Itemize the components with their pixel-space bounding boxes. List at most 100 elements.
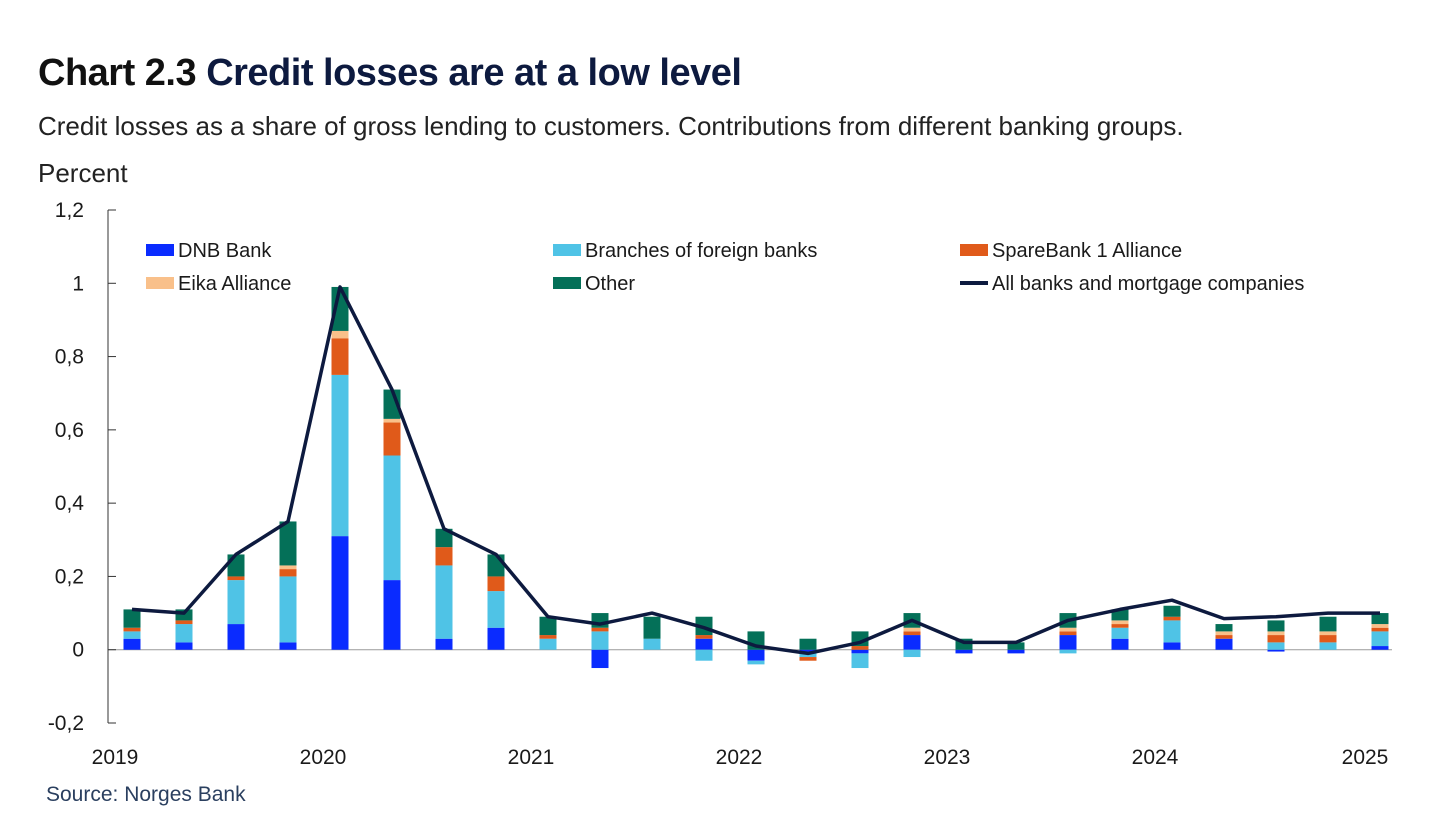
bar-eika-2020-q1: [331, 330, 349, 339]
bar-sparebank-2024-q4: [1319, 635, 1337, 643]
bar-other-2020-q3: [435, 528, 453, 548]
total-line-group: [131, 285, 1380, 656]
bar-dnb-2019-q3: [227, 624, 245, 650]
x-tick-label: 2022: [716, 746, 763, 769]
bar-other-2024-q2: [1215, 624, 1233, 632]
bar-sparebank-2019-q2: [175, 620, 193, 625]
bar-other-2019-q2: [175, 609, 193, 621]
legend-label-dnb: DNB Bank: [178, 240, 272, 262]
bar-eika-2024-q4: [1319, 631, 1337, 636]
bar-foreign-2020-q3: [435, 565, 453, 639]
bar-dnb-2022-q4: [903, 635, 921, 650]
bar-dnb-2023-q2: [1007, 649, 1025, 654]
y-tick-label: 1: [72, 272, 84, 295]
bar-dnb-2022-q1: [747, 649, 765, 661]
bar-sparebank-2020-q1: [331, 338, 349, 375]
bar-sparebank-2021-q4: [695, 635, 713, 639]
bar-dnb-2025-q1: [1371, 646, 1389, 650]
bar-eika-2023-q4: [1111, 620, 1129, 625]
bar-sparebank-2024-q3: [1267, 635, 1285, 643]
y-tick-label: -0,2: [48, 712, 84, 735]
bar-dnb-2021-q4: [695, 638, 713, 650]
bar-foreign-2022-q1: [747, 660, 765, 665]
bar-other-2019-q3: [227, 554, 245, 577]
bar-eika-2019-q4: [279, 565, 297, 570]
bar-sparebank-2020-q4: [487, 576, 505, 592]
bar-sparebank-2024-q2: [1215, 635, 1233, 639]
bar-eika-2024-q2: [1215, 631, 1233, 636]
chart-source: Source: Norges Bank: [46, 783, 246, 806]
bar-other-2021-q1: [539, 616, 557, 636]
bar-other-2024-q3: [1267, 620, 1285, 632]
bar-dnb-2020-q2: [383, 580, 401, 650]
bar-sparebank-2025-q1: [1371, 627, 1389, 632]
bar-dnb-2023-q4: [1111, 638, 1129, 650]
y-tick-label: 0,8: [55, 346, 84, 369]
bar-dnb-2023-q1: [955, 649, 973, 654]
legend-label-total: All banks and mortgage companies: [992, 273, 1304, 295]
bar-other-2019-q4: [279, 521, 297, 566]
bar-sparebank-2020-q3: [435, 547, 453, 566]
chart-title-text: Credit losses are at a low level: [206, 52, 742, 94]
x-tick-label: 2021: [508, 746, 555, 769]
chart-number: Chart 2.3: [38, 52, 197, 94]
bar-sparebank-2019-q1: [123, 627, 141, 632]
legend-swatch-dnb: [146, 244, 174, 256]
bar-eika-2025-q1: [1371, 624, 1389, 628]
bar-dnb-2024-q1: [1163, 642, 1181, 650]
bar-foreign-2024-q4: [1319, 642, 1337, 650]
bar-other-2024-q1: [1163, 605, 1181, 617]
y-tick-label: 1,2: [55, 199, 84, 222]
bar-eika-2023-q3: [1059, 627, 1077, 632]
bar-foreign-2019-q1: [123, 631, 141, 639]
bar-foreign-2021-q2: [591, 631, 609, 650]
bar-sparebank-2022-q4: [903, 631, 921, 636]
y-tick-label: 0,2: [55, 565, 84, 588]
legend-swatch-other: [553, 277, 581, 289]
bar-foreign-2020-q1: [331, 374, 349, 537]
bar-sparebank-2019-q4: [279, 569, 297, 577]
legend: DNB Bank Branches of foreign banks SpareBa…: [146, 240, 1304, 295]
legend-label-eika: Eika Alliance: [178, 273, 291, 295]
bar-other-2023-q1: [955, 638, 973, 650]
y-tick-label: 0,4: [55, 492, 85, 515]
bar-foreign-2021-q3: [643, 638, 661, 650]
bar-eika-2022-q4: [903, 627, 921, 632]
bar-other-2019-q1: [123, 609, 141, 628]
bar-dnb-2019-q2: [175, 642, 193, 650]
bar-foreign-2022-q4: [903, 649, 921, 658]
bar-foreign-2022-q2: [799, 653, 817, 658]
bar-foreign-2020-q4: [487, 591, 505, 628]
x-tick-label: 2024: [1132, 746, 1179, 769]
x-tick-label: 2019: [92, 746, 139, 769]
x-tick-label: 2023: [924, 746, 971, 769]
y-tick-label: 0,6: [55, 419, 84, 442]
x-tick-label: 2025: [1342, 746, 1389, 769]
bar-other-2020-q4: [487, 554, 505, 577]
legend-label-sparebank: SpareBank 1 Alliance: [992, 240, 1182, 262]
bar-dnb-2024-q3: [1267, 649, 1285, 652]
bar-foreign-2023-q4: [1111, 627, 1129, 639]
bar-foreign-2019-q4: [279, 576, 297, 643]
bar-sparebank-2019-q3: [227, 576, 245, 581]
bar-other-2025-q1: [1371, 613, 1389, 625]
bar-sparebank-2023-q4: [1111, 624, 1129, 628]
bar-dnb-2020-q1: [331, 536, 349, 650]
bar-dnb-2019-q4: [279, 642, 297, 650]
bar-dnb-2024-q2: [1215, 638, 1233, 650]
legend-label-other: Other: [585, 273, 635, 295]
bar-sparebank-2022-q3: [851, 646, 869, 650]
bar-eika-2024-q3: [1267, 631, 1285, 636]
bar-other-2024-q4: [1319, 616, 1337, 632]
bar-dnb-2022-q2: [799, 649, 817, 654]
bar-dnb-2021-q2: [591, 649, 609, 669]
bar-dnb-2022-q3: [851, 649, 869, 654]
x-tick-label: 2020: [300, 746, 347, 769]
axes-group: -0,2 0 0,2 0,4 0,6 0,8 1 1,2 2019 2020 2021 2022 202…: [48, 199, 1389, 769]
legend-swatch-foreign: [553, 244, 581, 256]
bar-dnb-2023-q3: [1059, 635, 1077, 650]
bar-other-2023-q2: [1007, 642, 1025, 650]
bar-dnb-2020-q3: [435, 638, 453, 650]
bars-group: [123, 286, 1389, 669]
